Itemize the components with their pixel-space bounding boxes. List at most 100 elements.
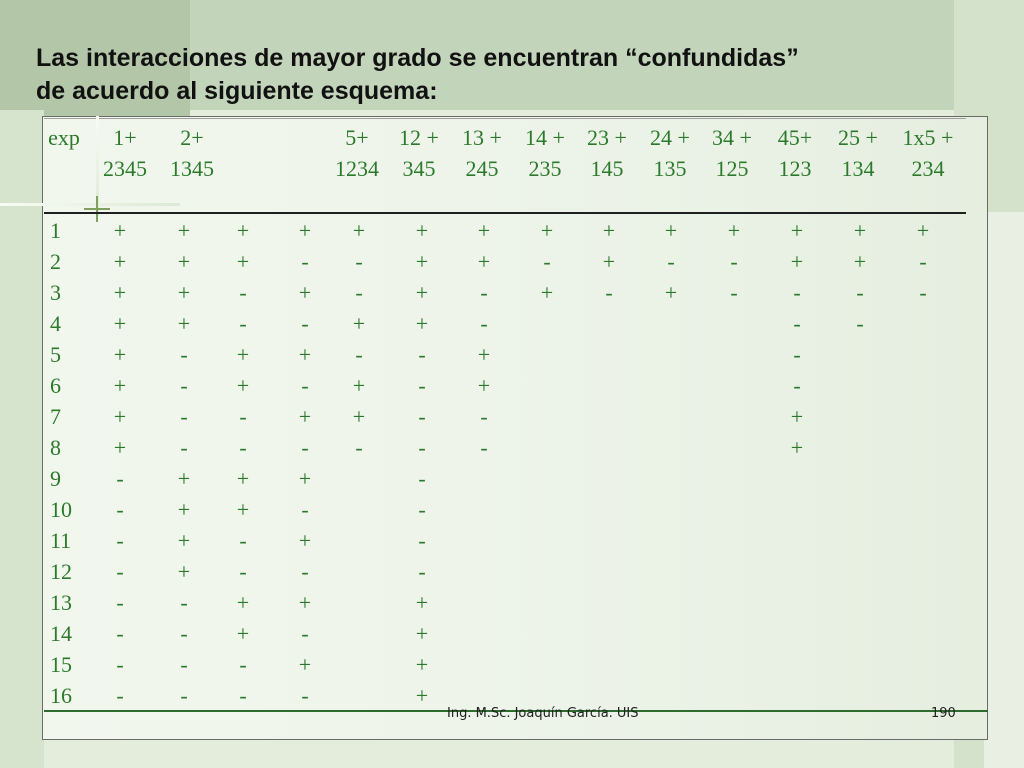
table-cell-sign: + xyxy=(602,249,616,274)
table-cell-sign: - xyxy=(667,249,675,274)
table-cell-sign: + xyxy=(415,683,429,708)
table-cell-sign: + xyxy=(415,590,429,615)
table-cell-sign: + xyxy=(113,435,127,460)
table-cell-sign: - xyxy=(239,435,247,460)
column-header-bottom: 135 xyxy=(653,156,687,181)
table-cell-sign: - xyxy=(116,559,124,584)
row-label-exp: 2 xyxy=(50,249,61,274)
table-cell-sign: + xyxy=(236,590,250,615)
table-cell-sign: + xyxy=(853,218,867,243)
table-cell-sign: - xyxy=(180,342,188,367)
column-header-top: 23 + xyxy=(587,125,627,150)
column-header-top: 34 + xyxy=(712,125,752,150)
column-header-bottom: 1345 xyxy=(170,156,214,181)
table-cell-sign: - xyxy=(116,497,124,522)
table-cell-sign: - xyxy=(919,249,927,274)
sparkle-decoration-icon xyxy=(84,196,110,222)
table-cell-sign: + xyxy=(790,435,804,460)
table-cell-sign: - xyxy=(418,342,426,367)
row-label-exp: 3 xyxy=(50,280,61,305)
table-cell-sign: + xyxy=(177,528,191,553)
table-cell-sign: - xyxy=(180,373,188,398)
table-cell-sign: - xyxy=(116,528,124,553)
table-cell-sign: + xyxy=(790,218,804,243)
column-header-bottom: 145 xyxy=(590,156,624,181)
table-cell-sign: - xyxy=(180,652,188,677)
column-header-bottom: 1234 xyxy=(335,156,379,181)
row-label-exp: 7 xyxy=(50,404,61,429)
table-cell-sign: - xyxy=(355,280,363,305)
table-cell-sign: - xyxy=(418,373,426,398)
table-top-rule xyxy=(44,118,966,119)
slide-title-line-1: Las interacciones de mayor grado se encu… xyxy=(36,44,799,72)
table-cell-sign: + xyxy=(415,249,429,274)
table-cell-sign: + xyxy=(298,652,312,677)
row-label-exp: 11 xyxy=(50,528,72,553)
table-cell-sign: - xyxy=(480,435,488,460)
table-cell-sign: + xyxy=(790,404,804,429)
table-cell-sign: - xyxy=(730,249,738,274)
table-cell-sign: + xyxy=(177,249,191,274)
table-cell-sign: - xyxy=(239,311,247,336)
table-cell-sign: - xyxy=(418,559,426,584)
table-cell-sign: - xyxy=(418,528,426,553)
table-cell-sign: - xyxy=(793,342,801,367)
column-header-bottom: 345 xyxy=(402,156,436,181)
table-cell-sign: + xyxy=(298,280,312,305)
table-cell-sign: - xyxy=(793,373,801,398)
table-cell-sign: + xyxy=(298,590,312,615)
page-number: 190 xyxy=(931,706,956,721)
table-cell-sign: - xyxy=(418,497,426,522)
table-cell-sign: + xyxy=(853,249,867,274)
table-cell-sign: - xyxy=(301,311,309,336)
table-cell-sign: + xyxy=(298,218,312,243)
table-cell-sign: + xyxy=(790,249,804,274)
row-label-exp: 6 xyxy=(50,373,61,398)
table-cell-sign: + xyxy=(352,373,366,398)
table-cell-sign: + xyxy=(415,311,429,336)
table-cell-sign: + xyxy=(236,342,250,367)
table-cell-sign: + xyxy=(415,621,429,646)
table-cell-sign: + xyxy=(113,373,127,398)
row-label-exp: 13 xyxy=(50,590,72,615)
table-cell-sign: - xyxy=(919,280,927,305)
table-cell-sign: + xyxy=(298,528,312,553)
slide-title: Las interacciones de mayor grado se encu… xyxy=(36,42,996,108)
row-label-exp: 8 xyxy=(50,435,61,460)
row-label-exp: 14 xyxy=(50,621,72,646)
table-cell-sign: - xyxy=(355,342,363,367)
column-header-bottom: 234 xyxy=(911,156,945,181)
row-label-exp: 16 xyxy=(50,683,72,708)
table-cell-sign: + xyxy=(236,621,250,646)
table-cell-sign: - xyxy=(239,559,247,584)
decorative-horizontal-line xyxy=(0,203,180,206)
table-cell-sign: + xyxy=(236,497,250,522)
table-cell-sign: - xyxy=(180,590,188,615)
column-header-top: 25 + xyxy=(838,125,878,150)
table-cell-sign: + xyxy=(236,466,250,491)
row-label-exp: 5 xyxy=(50,342,61,367)
table-cell-sign: - xyxy=(180,683,188,708)
table-cell-sign: + xyxy=(177,280,191,305)
table-cell-sign: - xyxy=(239,280,247,305)
row-label-exp: 4 xyxy=(50,311,61,336)
column-header-top: 13 + xyxy=(462,125,502,150)
table-cell-sign: + xyxy=(298,404,312,429)
table-cell-sign: + xyxy=(477,373,491,398)
table-cell-sign: - xyxy=(856,280,864,305)
table-cell-sign: + xyxy=(727,218,741,243)
table-cell-sign: - xyxy=(480,404,488,429)
table-panel xyxy=(42,116,988,740)
table-cell-sign: - xyxy=(239,528,247,553)
table-cell-sign: - xyxy=(301,497,309,522)
table-cell-sign: - xyxy=(543,249,551,274)
table-cell-sign: - xyxy=(116,683,124,708)
column-header-top: 5+ xyxy=(345,125,369,150)
table-cell-sign: + xyxy=(177,497,191,522)
table-cell-sign: - xyxy=(301,249,309,274)
table-cell-sign: + xyxy=(298,466,312,491)
decorative-vertical-line xyxy=(96,116,99,216)
table-cell-sign: + xyxy=(352,218,366,243)
table-cell-sign: - xyxy=(301,373,309,398)
table-cell-sign: - xyxy=(418,404,426,429)
